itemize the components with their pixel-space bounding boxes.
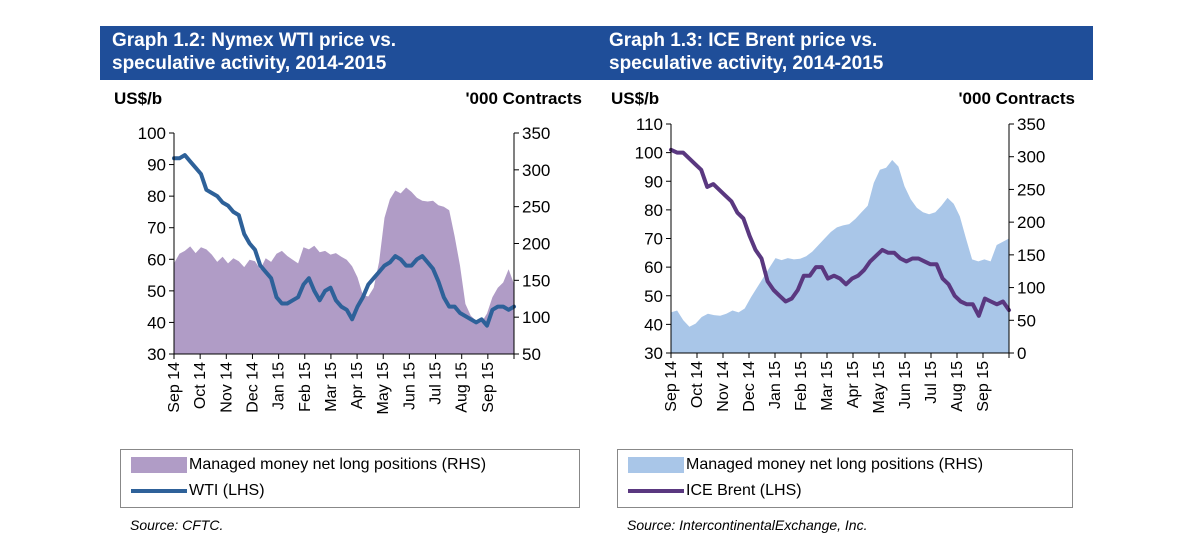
chart-title-line-2: speculative activity, 2014-2015 bbox=[609, 53, 884, 74]
chart-source: Source: IntercontinentalExchange, Inc. bbox=[627, 517, 868, 533]
y-tick-label-left: 50 bbox=[147, 282, 166, 301]
y-tick-label-left: 100 bbox=[138, 124, 166, 143]
legend-label: Managed money net long positions (RHS) bbox=[686, 456, 984, 473]
y-tick-label-left: 110 bbox=[636, 115, 663, 134]
y-tick-label-left: 100 bbox=[635, 144, 663, 163]
y-tick-label-right: 200 bbox=[522, 235, 550, 254]
y-tick-label-right: 350 bbox=[522, 124, 550, 143]
right-axis-unit: '000 Contracts bbox=[958, 89, 1075, 108]
y-tick-label-right: 50 bbox=[1017, 311, 1036, 330]
x-tick-label: Sep 15 bbox=[480, 362, 497, 413]
y-tick-label-right: 150 bbox=[1017, 246, 1045, 265]
chart-title-line-1: Graph 1.3: ICE Brent price vs. bbox=[609, 30, 878, 51]
y-tick-label-left: 70 bbox=[644, 230, 663, 249]
chart-legend: Managed money net long positions (RHS) I… bbox=[617, 449, 1073, 508]
y-tick-label-right: 350 bbox=[1017, 115, 1045, 134]
y-tick-label-left: 40 bbox=[147, 313, 166, 332]
y-tick-label-left: 40 bbox=[644, 315, 663, 334]
x-tick-label: Jun 15 bbox=[401, 362, 418, 410]
x-tick-label: Jul 15 bbox=[428, 362, 445, 405]
legend-entry-price: WTI (LHS) bbox=[131, 480, 265, 502]
series-area-positions bbox=[174, 187, 514, 354]
x-tick-label: Mar 15 bbox=[819, 361, 836, 411]
x-tick-label: Feb 15 bbox=[793, 361, 810, 411]
legend-swatch-line bbox=[628, 489, 684, 493]
y-tick-label-left: 60 bbox=[644, 258, 663, 277]
x-tick-label: Feb 15 bbox=[297, 362, 314, 412]
x-tick-label: Oct 14 bbox=[689, 361, 706, 408]
legend-swatch-area bbox=[628, 457, 684, 473]
y-tick-label-right: 250 bbox=[522, 198, 550, 217]
x-tick-label: Jan 15 bbox=[271, 362, 288, 410]
x-tick-label: Jul 15 bbox=[923, 361, 940, 404]
chart-title-line-1: Graph 1.2: Nymex WTI price vs. bbox=[112, 30, 397, 51]
y-tick-label-right: 250 bbox=[1017, 180, 1045, 199]
series-line-price bbox=[172, 153, 516, 328]
x-tick-label: May 15 bbox=[871, 361, 888, 414]
y-tick-label-right: 200 bbox=[1017, 213, 1045, 232]
x-tick-label: Aug 15 bbox=[454, 362, 471, 413]
chart-plot: 110 100 90 80 70 60 50 40 30 350 300 250 200 150 100 50… bbox=[635, 115, 1046, 414]
y-tick-label-left: 30 bbox=[147, 345, 166, 364]
chart-legend: Managed money net long positions (RHS) W… bbox=[120, 449, 580, 508]
series-line-price bbox=[669, 147, 1011, 318]
legend-entry-positions: Managed money net long positions (RHS) bbox=[628, 454, 983, 476]
x-tick-label: Apr 15 bbox=[845, 361, 862, 408]
chart-panel-wti: Graph 1.2: Nymex WTI price vs. speculati… bbox=[100, 0, 600, 559]
legend-label: Managed money net long positions (RHS) bbox=[189, 456, 487, 473]
x-tick-label: Dec 14 bbox=[244, 362, 261, 413]
chart-title-line-2: speculative activity, 2014-2015 bbox=[112, 53, 387, 74]
chart-title: Graph 1.3: ICE Brent price vs. speculati… bbox=[597, 26, 1093, 80]
x-tick-label: May 15 bbox=[375, 362, 392, 415]
legend-swatch-line bbox=[131, 489, 187, 493]
left-axis-unit: US$/b bbox=[114, 89, 163, 108]
x-tick-label: Sep 14 bbox=[663, 361, 680, 412]
x-tick-label: Oct 14 bbox=[192, 362, 209, 409]
legend-entry-positions: Managed money net long positions (RHS) bbox=[131, 454, 486, 476]
y-tick-label-left: 70 bbox=[147, 219, 166, 238]
legend-swatch-area bbox=[131, 457, 187, 473]
x-tick-label: Nov 14 bbox=[218, 362, 235, 413]
y-tick-label-left: 90 bbox=[147, 156, 166, 175]
x-tick-label: Jun 15 bbox=[897, 361, 914, 409]
y-tick-label-left: 60 bbox=[147, 250, 166, 269]
y-tick-label-right: 100 bbox=[522, 308, 550, 327]
y-tick-label-left: 80 bbox=[147, 187, 166, 206]
right-axis-unit: '000 Contracts bbox=[465, 89, 582, 108]
y-tick-label-left: 50 bbox=[644, 287, 663, 306]
series-area-positions bbox=[671, 160, 1009, 353]
legend-label: WTI (LHS) bbox=[189, 482, 265, 499]
legend-entry-price: ICE Brent (LHS) bbox=[628, 480, 802, 502]
x-tick-label: Dec 14 bbox=[741, 361, 758, 412]
chart-plot: 100 90 80 70 60 50 40 30 350 300 250 200 150 100 50 Sep… bbox=[138, 124, 551, 415]
x-tick-label: Mar 15 bbox=[323, 362, 340, 412]
y-tick-label-right: 50 bbox=[522, 345, 541, 364]
legend-label: ICE Brent (LHS) bbox=[686, 482, 802, 499]
y-tick-label-right: 100 bbox=[1017, 279, 1045, 298]
x-tick-label: Sep 15 bbox=[975, 361, 992, 412]
x-tick-label: Jan 15 bbox=[767, 361, 784, 409]
y-tick-label-right: 150 bbox=[522, 271, 550, 290]
x-tick-label: Sep 14 bbox=[166, 362, 183, 413]
y-tick-label-left: 80 bbox=[644, 201, 663, 220]
x-tick-label: Aug 15 bbox=[949, 361, 966, 412]
x-tick-label: Apr 15 bbox=[349, 362, 366, 409]
y-tick-label-left: 90 bbox=[644, 172, 663, 191]
chart-source: Source: CFTC. bbox=[130, 517, 224, 533]
y-tick-label-left: 30 bbox=[644, 344, 663, 363]
x-tick-label: Nov 14 bbox=[715, 361, 732, 412]
left-axis-unit: US$/b bbox=[611, 89, 660, 108]
chart-title: Graph 1.2: Nymex WTI price vs. speculati… bbox=[100, 26, 600, 80]
y-tick-label-right: 0 bbox=[1017, 344, 1026, 363]
chart-panel-brent: Graph 1.3: ICE Brent price vs. speculati… bbox=[597, 0, 1093, 559]
y-tick-label-right: 300 bbox=[522, 161, 550, 180]
y-tick-label-right: 300 bbox=[1017, 148, 1045, 167]
